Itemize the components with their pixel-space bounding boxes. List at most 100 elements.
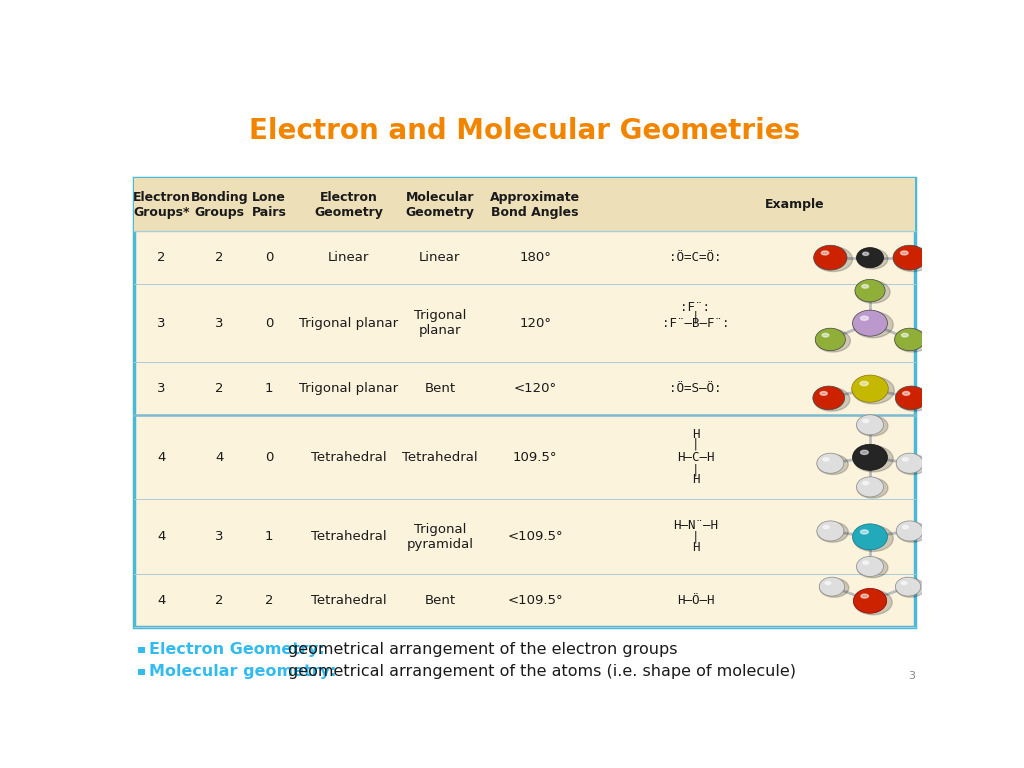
Ellipse shape (857, 249, 888, 269)
Ellipse shape (901, 581, 907, 584)
Ellipse shape (821, 251, 828, 255)
Circle shape (853, 310, 888, 336)
Text: H: H (691, 473, 699, 486)
Bar (134, 178, 915, 231)
Ellipse shape (894, 247, 932, 272)
Circle shape (895, 578, 921, 596)
Circle shape (896, 453, 924, 473)
Circle shape (853, 445, 888, 470)
Ellipse shape (857, 478, 888, 498)
Circle shape (814, 245, 847, 270)
Ellipse shape (902, 525, 908, 528)
Ellipse shape (814, 247, 853, 272)
Circle shape (896, 521, 924, 541)
Text: Linear: Linear (328, 251, 370, 264)
Circle shape (817, 453, 844, 473)
Text: 2: 2 (265, 594, 273, 607)
Text: H—Ö—H: H—Ö—H (677, 594, 714, 607)
Ellipse shape (897, 522, 928, 542)
Ellipse shape (860, 530, 868, 534)
Text: Trigonal
planar: Trigonal planar (414, 310, 466, 337)
Text: <109.5°: <109.5° (507, 594, 563, 607)
Ellipse shape (862, 419, 868, 422)
Circle shape (856, 415, 884, 435)
Text: 1: 1 (265, 382, 273, 396)
Text: 4: 4 (157, 531, 166, 544)
Ellipse shape (860, 450, 868, 455)
Text: Trigonal
pyramidal: Trigonal pyramidal (407, 523, 473, 551)
Text: 0: 0 (265, 251, 273, 264)
Text: |: | (691, 464, 699, 477)
Ellipse shape (822, 333, 828, 337)
Ellipse shape (860, 382, 868, 386)
Text: H: H (691, 429, 699, 442)
Ellipse shape (823, 525, 829, 528)
Circle shape (856, 247, 884, 268)
Text: Molecular geometry:: Molecular geometry: (148, 664, 336, 679)
Ellipse shape (860, 316, 868, 320)
Text: 2: 2 (215, 594, 223, 607)
Text: 180°: 180° (519, 251, 551, 264)
Text: 3: 3 (157, 382, 166, 396)
Text: Electron and Molecular Geometries: Electron and Molecular Geometries (249, 117, 801, 144)
Ellipse shape (857, 558, 888, 578)
Ellipse shape (862, 482, 868, 485)
Bar (137, 647, 145, 653)
Ellipse shape (820, 392, 827, 396)
Text: Electron Geometry:: Electron Geometry: (148, 642, 325, 657)
Circle shape (813, 386, 845, 410)
Text: Bonding
Groups: Bonding Groups (190, 190, 248, 219)
Text: 3: 3 (157, 316, 166, 329)
Circle shape (856, 556, 884, 577)
Text: :Ö=C=Ö:: :Ö=C=Ö: (669, 251, 722, 264)
Bar (137, 670, 145, 675)
Circle shape (895, 386, 927, 410)
Text: 0: 0 (265, 451, 273, 464)
Circle shape (856, 477, 884, 497)
Text: Tetrahedral: Tetrahedral (402, 451, 478, 464)
Text: 0: 0 (265, 316, 273, 329)
Text: Bent: Bent (424, 382, 456, 396)
Text: 3: 3 (215, 316, 223, 329)
Ellipse shape (861, 594, 868, 598)
Text: Bent: Bent (424, 594, 456, 607)
Ellipse shape (902, 458, 908, 461)
Ellipse shape (862, 252, 868, 256)
Text: Tetrahedral: Tetrahedral (311, 451, 386, 464)
Text: :F̈:: :F̈: (680, 301, 711, 314)
Ellipse shape (896, 578, 925, 598)
Text: |: | (691, 310, 699, 323)
Ellipse shape (862, 285, 868, 288)
Text: Trigonal planar: Trigonal planar (299, 316, 398, 329)
Ellipse shape (854, 590, 892, 614)
Text: H—N̈—H: H—N̈—H (673, 518, 718, 531)
Circle shape (853, 588, 887, 613)
Ellipse shape (896, 388, 933, 411)
Text: Tetrahedral: Tetrahedral (311, 594, 386, 607)
Text: H: H (691, 541, 699, 554)
Text: :Ö=S—Ö:: :Ö=S—Ö: (669, 382, 722, 396)
Text: <120°: <120° (514, 382, 557, 396)
Circle shape (819, 578, 845, 596)
Text: Electron
Geometry: Electron Geometry (314, 190, 383, 219)
Ellipse shape (853, 446, 893, 472)
Text: geometrical arrangement of the atoms (i.e. shape of molecule): geometrical arrangement of the atoms (i.… (288, 664, 796, 679)
Circle shape (895, 328, 925, 351)
Ellipse shape (895, 329, 930, 352)
Ellipse shape (817, 522, 848, 542)
Text: 120°: 120° (519, 316, 551, 329)
Ellipse shape (857, 416, 888, 436)
Text: 4: 4 (157, 451, 166, 464)
Text: 3: 3 (908, 670, 915, 680)
Circle shape (893, 245, 927, 270)
Text: Lone
Pairs: Lone Pairs (252, 190, 287, 219)
Ellipse shape (852, 377, 894, 404)
Circle shape (853, 524, 888, 550)
Text: geometrical arrangement of the electron groups: geometrical arrangement of the electron … (288, 642, 677, 657)
Text: Electron
Groups*: Electron Groups* (132, 190, 190, 219)
Text: 2: 2 (215, 251, 223, 264)
Text: Example: Example (765, 198, 824, 211)
Ellipse shape (853, 525, 893, 551)
Text: Linear: Linear (419, 251, 461, 264)
Text: Tetrahedral: Tetrahedral (311, 531, 386, 544)
